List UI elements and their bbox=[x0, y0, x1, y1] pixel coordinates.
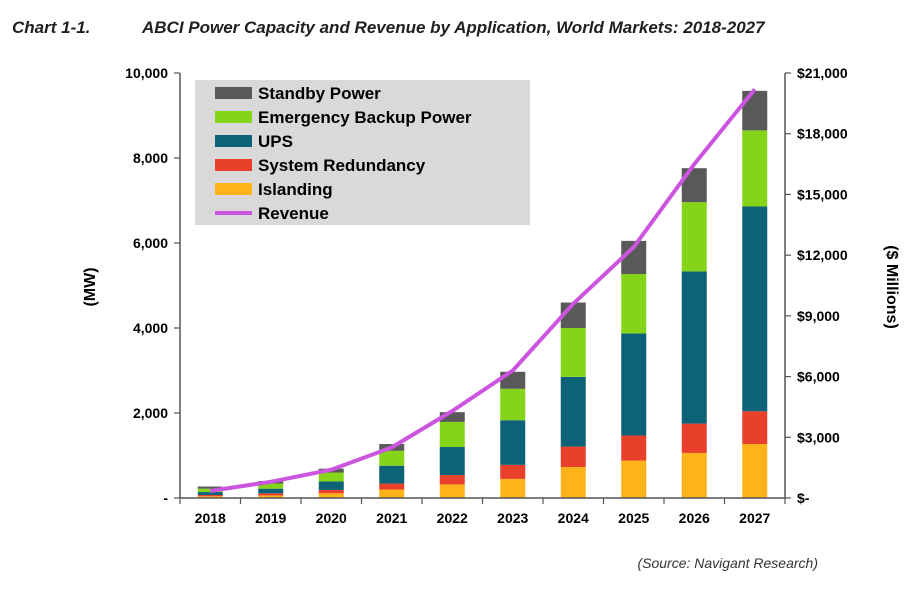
left-tick-label: 4,000 bbox=[133, 320, 168, 336]
legend-swatch-ups bbox=[215, 135, 252, 147]
bar-emergency-backup-power-2020 bbox=[318, 472, 344, 482]
legend-label-emergency-backup-power: Emergency Backup Power bbox=[258, 108, 472, 127]
bar-ups-2022 bbox=[439, 447, 465, 476]
bar-system-redundancy-2020 bbox=[318, 489, 344, 494]
bar-emergency-backup-power-2022 bbox=[439, 421, 465, 447]
legend: Standby Power Emergency Backup Power UPS Sy… bbox=[195, 80, 530, 225]
bar-standby-power-2022 bbox=[439, 412, 465, 422]
x-tick-label: 2026 bbox=[679, 510, 710, 526]
bar-system-redundancy-2027 bbox=[742, 411, 768, 445]
bar-ups-2019 bbox=[258, 488, 284, 494]
x-tick-label: 2019 bbox=[255, 510, 286, 526]
legend-background bbox=[195, 80, 530, 225]
bar-islanding-2018 bbox=[197, 496, 223, 498]
bar-system-redundancy-2024 bbox=[560, 446, 586, 467]
bar-system-redundancy-2021 bbox=[379, 483, 405, 490]
chart-header: Chart 1-1. ABCI Power Capacity and Revenu… bbox=[12, 18, 765, 38]
right-tick-label: $18,000 bbox=[797, 126, 848, 142]
x-tick-label: 2023 bbox=[497, 510, 528, 526]
bar-islanding-2023 bbox=[500, 478, 526, 498]
legend-swatch-standby-power bbox=[215, 87, 252, 99]
right-axis-ticks: $- $3,000 $6,000 $9,000 $12,000 $15,000 $18,00… bbox=[785, 65, 848, 506]
bar-emergency-backup-power-2021 bbox=[379, 450, 405, 466]
bar-emergency-backup-power-2025 bbox=[621, 274, 647, 334]
bar-ups-2018 bbox=[197, 492, 223, 496]
bar-islanding-2020 bbox=[318, 493, 344, 498]
x-axis-tick-labels: 2018 2019 2020 2021 2022 2023 2024 2025 2026 2027 bbox=[179, 498, 786, 526]
bar-system-redundancy-2018 bbox=[197, 495, 223, 497]
bar-islanding-2025 bbox=[621, 460, 647, 498]
right-tick-label: $3,000 bbox=[797, 429, 840, 445]
right-tick-label: $6,000 bbox=[797, 369, 840, 385]
bar-ups-2027 bbox=[742, 206, 768, 412]
left-tick-label: - bbox=[163, 490, 168, 506]
stacked-bars bbox=[197, 90, 768, 498]
legend-label-standby-power: Standby Power bbox=[258, 84, 381, 103]
right-tick-label: $9,000 bbox=[797, 308, 840, 324]
bar-islanding-2026 bbox=[681, 452, 707, 498]
bar-islanding-2024 bbox=[560, 466, 586, 498]
x-tick-label: 2025 bbox=[618, 510, 649, 526]
bar-islanding-2027 bbox=[742, 444, 768, 498]
bar-standby-power-2027 bbox=[742, 90, 768, 131]
legend-label-system-redundancy: System Redundancy bbox=[258, 156, 426, 175]
bar-emergency-backup-power-2019 bbox=[258, 483, 284, 489]
bar-emergency-backup-power-2026 bbox=[681, 202, 707, 272]
y-axis-label-right: ($ Millions) bbox=[883, 245, 900, 329]
left-tick-label: 8,000 bbox=[133, 150, 168, 166]
bar-islanding-2021 bbox=[379, 489, 405, 498]
bar-system-redundancy-2022 bbox=[439, 475, 465, 485]
bar-system-redundancy-2023 bbox=[500, 464, 526, 479]
chart-title: ABCI Power Capacity and Revenue by Appli… bbox=[142, 18, 765, 37]
bar-ups-2026 bbox=[681, 271, 707, 424]
right-tick-label: $12,000 bbox=[797, 247, 848, 263]
revenue-line bbox=[210, 87, 757, 493]
x-tick-label: 2024 bbox=[558, 510, 589, 526]
right-tick-label: $21,000 bbox=[797, 65, 848, 81]
bar-ups-2023 bbox=[500, 420, 526, 465]
left-tick-label: 6,000 bbox=[133, 235, 168, 251]
bar-emergency-backup-power-2023 bbox=[500, 388, 526, 421]
right-tick-label: $- bbox=[797, 490, 810, 506]
left-tick-label: 10,000 bbox=[125, 65, 168, 81]
bar-islanding-2019 bbox=[258, 495, 284, 498]
left-tick-label: 2,000 bbox=[133, 405, 168, 421]
axes bbox=[179, 73, 786, 499]
x-tick-label: 2022 bbox=[437, 510, 468, 526]
bar-islanding-2022 bbox=[439, 484, 465, 498]
legend-label-ups: UPS bbox=[258, 132, 293, 151]
left-axis-ticks: - 2,000 4,000 6,000 8,000 10,000 bbox=[125, 65, 180, 506]
x-tick-label: 2020 bbox=[316, 510, 347, 526]
source-note: (Source: Navigant Research) bbox=[637, 555, 818, 571]
y-axis-label-left: (MW) bbox=[82, 267, 99, 306]
bar-system-redundancy-2025 bbox=[621, 435, 647, 461]
legend-swatch-islanding bbox=[215, 183, 252, 195]
bar-ups-2025 bbox=[621, 333, 647, 436]
right-tick-label: $15,000 bbox=[797, 186, 848, 202]
bar-ups-2021 bbox=[379, 465, 405, 484]
legend-label-islanding: Islanding bbox=[258, 180, 333, 199]
bar-ups-2024 bbox=[560, 376, 586, 447]
legend-swatch-emergency-backup-power bbox=[215, 111, 252, 123]
bar-emergency-backup-power-2027 bbox=[742, 130, 768, 207]
x-tick-label: 2018 bbox=[195, 510, 226, 526]
x-tick-label: 2021 bbox=[376, 510, 407, 526]
legend-label-revenue: Revenue bbox=[258, 204, 329, 223]
bar-ups-2020 bbox=[318, 481, 344, 490]
bar-system-redundancy-2026 bbox=[681, 423, 707, 453]
x-tick-label: 2027 bbox=[739, 510, 770, 526]
bar-system-redundancy-2019 bbox=[258, 493, 284, 496]
bar-standby-power-2018 bbox=[197, 486, 223, 489]
bar-emergency-backup-power-2024 bbox=[560, 328, 586, 377]
chart-number: Chart 1-1. bbox=[12, 18, 91, 37]
legend-swatch-system-redundancy bbox=[215, 159, 252, 171]
